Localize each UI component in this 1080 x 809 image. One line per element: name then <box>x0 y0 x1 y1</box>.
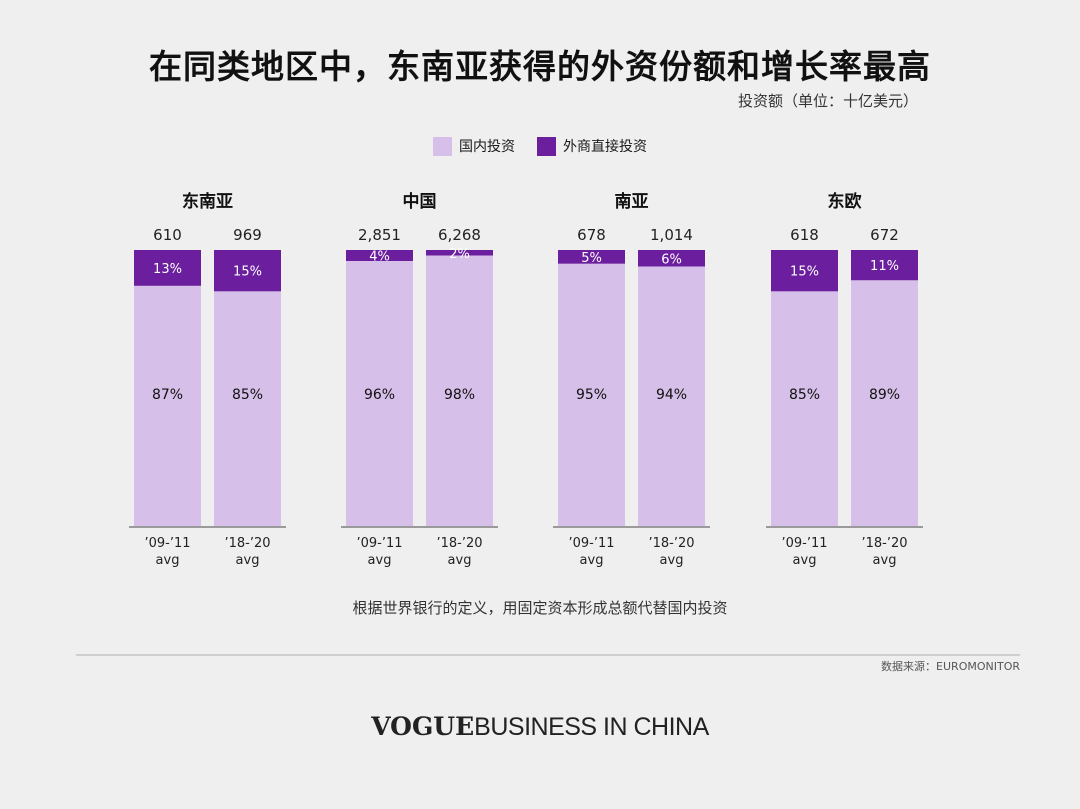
unit-label: 投资额（单位：十亿美元） <box>737 92 918 110</box>
domestic-percent-label: 87% <box>152 387 183 403</box>
bar-domestic-segment <box>558 263 625 526</box>
chart-title: 在同类地区中，东南亚获得的外资份额和增长率最高 <box>149 47 931 86</box>
bar-fdi-segment <box>638 250 705 267</box>
bar-domestic-segment <box>134 285 201 526</box>
x-tick-label: ’09-’11 <box>356 536 402 551</box>
domestic-percent-label: 96% <box>364 387 395 403</box>
brand-vogue: VOGUE <box>371 712 475 741</box>
domestic-percent-label: 85% <box>232 387 263 403</box>
x-tick-label-sub: avg <box>236 553 260 568</box>
x-tick-label-sub: avg <box>873 553 897 568</box>
bar-domestic-segment <box>214 291 281 526</box>
bar-total-label: 618 <box>790 226 819 244</box>
domestic-percent-label: 95% <box>576 387 607 403</box>
x-tick-label: ’18-’20 <box>224 536 270 551</box>
group-label: 南亚 <box>615 191 649 212</box>
source-label: 数据来源：EUROMONITOR <box>881 660 1020 673</box>
fdi-percent-label: 5% <box>581 251 602 266</box>
x-tick-label: ’18-’20 <box>648 536 694 551</box>
bar-fdi-segment <box>214 250 281 292</box>
fdi-percent-label: 11% <box>870 259 899 274</box>
legend-swatch-fdi <box>537 136 556 156</box>
x-tick-label-sub: avg <box>448 553 472 568</box>
group-label: 中国 <box>403 191 437 212</box>
bar-fdi-segment <box>851 250 918 281</box>
legend-label-domestic: 国内投资 <box>459 139 515 155</box>
divider <box>76 654 1020 656</box>
fdi-percent-label: 6% <box>661 252 682 267</box>
domestic-percent-label: 85% <box>789 387 820 403</box>
x-tick-label: ’09-’11 <box>144 536 190 551</box>
x-tick-label: ’18-’20 <box>861 536 907 551</box>
x-tick-label-sub: avg <box>156 553 180 568</box>
bar-total-label: 1,014 <box>650 226 693 244</box>
x-tick-label-sub: avg <box>580 553 604 568</box>
x-tick-label: ’09-’11 <box>781 536 827 551</box>
brand-logo: VOGUEBUSINESS IN CHINA <box>0 712 1080 742</box>
footnote: 根据世界银行的定义，用固定资本形成总额代替国内投资 <box>352 599 728 617</box>
fdi-percent-label: 13% <box>153 262 182 277</box>
domestic-percent-label: 98% <box>444 387 475 403</box>
bar-fdi-segment <box>134 250 201 286</box>
legend-item-domestic: 国内投资 <box>433 136 515 156</box>
brand-rest: BUSINESS IN CHINA <box>474 713 709 741</box>
legend-label-fdi: 外商直接投资 <box>563 139 647 155</box>
domestic-percent-label: 94% <box>656 387 687 403</box>
bar-fdi-segment <box>771 250 838 292</box>
bar-total-label: 610 <box>153 226 182 244</box>
bar-domestic-segment <box>638 266 705 526</box>
bar-total-label: 6,268 <box>438 226 481 244</box>
group-label: 东欧 <box>828 191 862 212</box>
fdi-percent-label: 2% <box>449 247 470 262</box>
bar-domestic-segment <box>346 261 413 526</box>
bar-total-label: 672 <box>870 226 899 244</box>
legend: 国内投资 外商直接投资 <box>0 136 1080 156</box>
legend-item-fdi: 外商直接投资 <box>537 136 647 156</box>
bar-total-label: 969 <box>233 226 262 244</box>
bar-fdi-segment <box>558 250 625 264</box>
bar-domestic-segment <box>771 291 838 526</box>
x-tick-label-sub: avg <box>660 553 684 568</box>
bar-domestic-segment <box>426 255 493 526</box>
bar-fdi-segment <box>346 250 413 262</box>
legend-swatch-domestic <box>433 136 452 156</box>
x-tick-label: ’09-’11 <box>568 536 614 551</box>
fdi-percent-label: 15% <box>790 265 819 280</box>
x-tick-label: ’18-’20 <box>436 536 482 551</box>
bar-total-label: 2,851 <box>358 226 401 244</box>
bar-fdi-segment <box>426 250 493 256</box>
bar-domestic-segment <box>851 280 918 526</box>
x-tick-label-sub: avg <box>368 553 392 568</box>
domestic-percent-label: 89% <box>869 387 900 403</box>
fdi-percent-label: 15% <box>233 265 262 280</box>
x-tick-label-sub: avg <box>793 553 817 568</box>
group-label: 东南亚 <box>182 191 233 212</box>
bar-total-label: 678 <box>577 226 606 244</box>
fdi-percent-label: 4% <box>369 250 390 265</box>
